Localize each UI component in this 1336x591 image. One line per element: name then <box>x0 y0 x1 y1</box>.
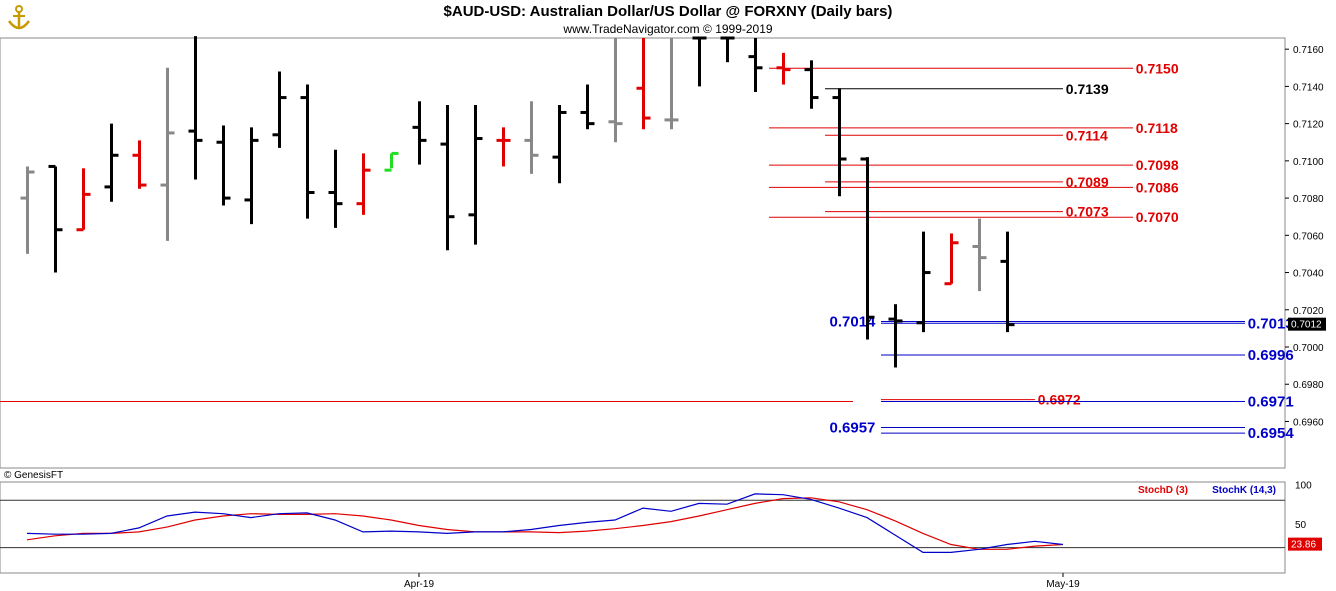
trade-navigator-anchor-icon <box>7 5 31 30</box>
ohlc-bar <box>356 153 371 215</box>
ohlc-bar <box>552 105 567 184</box>
level-label: 0.7114 <box>1066 127 1108 143</box>
stochastic-tick-label: 50 <box>1295 520 1307 531</box>
ohlc-bar <box>20 166 35 254</box>
y-tick-label: 0.7000 <box>1293 343 1324 354</box>
y-tick-label: 0.7140 <box>1293 82 1324 93</box>
level-label: 0.7139 <box>1066 81 1109 97</box>
level-label: 0.7098 <box>1136 157 1179 173</box>
x-tick-label: Apr-19 <box>404 579 434 590</box>
ohlc-bar <box>132 140 147 189</box>
ohlc-bar <box>48 164 63 273</box>
y-tick-label: 0.7160 <box>1293 45 1324 56</box>
ohlc-bar <box>328 149 343 228</box>
level-label: 0.7150 <box>1136 60 1179 76</box>
chart-title: $AUD-USD: Australian Dollar/US Dollar @ … <box>443 3 893 20</box>
ohlc-bar <box>916 231 931 333</box>
y-tick-label: 0.7060 <box>1293 231 1324 242</box>
ohlc-bar <box>76 168 91 232</box>
level-label: 0.7013 <box>1248 315 1294 332</box>
ohlc-bar <box>832 88 847 197</box>
copyright-label: © GenesisFT <box>4 470 63 481</box>
stochastic-last-label: 23.86 <box>1291 540 1316 551</box>
ohlc-bar <box>748 38 763 92</box>
stochastic-series-line <box>26 497 1064 550</box>
x-tick-label: May-19 <box>1046 579 1080 590</box>
y-tick-label: 0.6960 <box>1293 417 1324 428</box>
ohlc-bar <box>160 67 175 241</box>
ohlc-bar <box>720 36 735 63</box>
ohlc-bar <box>468 105 483 245</box>
ohlc-bar <box>188 36 203 180</box>
y-tick-label: 0.7120 <box>1293 120 1324 131</box>
level-label: 0.6971 <box>1248 393 1294 410</box>
level-label: 0.6996 <box>1248 347 1294 364</box>
level-label: 0.7089 <box>1066 174 1109 190</box>
ohlc-bar <box>636 38 651 130</box>
stochastic-legend-label: StochK (14,3) <box>1212 485 1276 496</box>
y-tick-label: 0.7040 <box>1293 269 1324 280</box>
last-price-label: 0.7012 <box>1291 320 1322 331</box>
y-tick-label: 0.7100 <box>1293 157 1324 168</box>
level-label: 0.7014 <box>830 313 877 330</box>
level-label: 0.6957 <box>830 420 876 437</box>
level-label: 0.7086 <box>1136 179 1179 195</box>
ohlc-bar <box>776 52 791 85</box>
ohlc-bar <box>888 304 903 368</box>
level-label: 0.7118 <box>1136 120 1178 136</box>
level-label: 0.6954 <box>1248 425 1295 442</box>
ohlc-bar <box>104 123 119 202</box>
ohlc-bar <box>524 101 539 174</box>
y-tick-label: 0.7020 <box>1293 306 1324 317</box>
ohlc-bar <box>496 127 511 167</box>
ohlc-bar <box>580 84 595 130</box>
stochastic-legend-label: StochD (3) <box>1138 485 1188 496</box>
last-price-box <box>1288 317 1326 331</box>
ohlc-bar <box>1000 231 1015 333</box>
level-label: 0.7073 <box>1066 204 1109 220</box>
ohlc-bar <box>412 101 427 165</box>
chart-subtitle: www.TradeNavigator.com © 1999-2019 <box>563 22 773 36</box>
ohlc-bar <box>244 127 259 225</box>
ohlc-bar <box>944 233 959 286</box>
stochastic-last-box <box>1288 537 1322 551</box>
ohlc-bar <box>860 157 875 340</box>
level-label: 0.7070 <box>1136 209 1179 225</box>
ohlc-bar <box>692 36 707 87</box>
ohlc-bar <box>664 38 679 130</box>
y-tick-label: 0.7080 <box>1293 194 1324 205</box>
ohlc-bar <box>384 151 399 172</box>
ohlc-bar <box>272 71 287 148</box>
level-label: 0.6972 <box>1038 392 1081 408</box>
ohlc-bar <box>440 105 455 251</box>
y-tick-label: 0.6980 <box>1293 380 1324 391</box>
ohlc-bar <box>608 38 623 143</box>
ohlc-bar <box>300 84 315 219</box>
stochastic-series-line <box>26 493 1064 554</box>
stochastic-panel-frame <box>0 481 1286 574</box>
ohlc-bar <box>972 218 987 292</box>
ohlc-bar <box>216 125 231 206</box>
stochastic-tick-label: 100 <box>1295 480 1312 491</box>
ohlc-bar <box>804 60 819 109</box>
